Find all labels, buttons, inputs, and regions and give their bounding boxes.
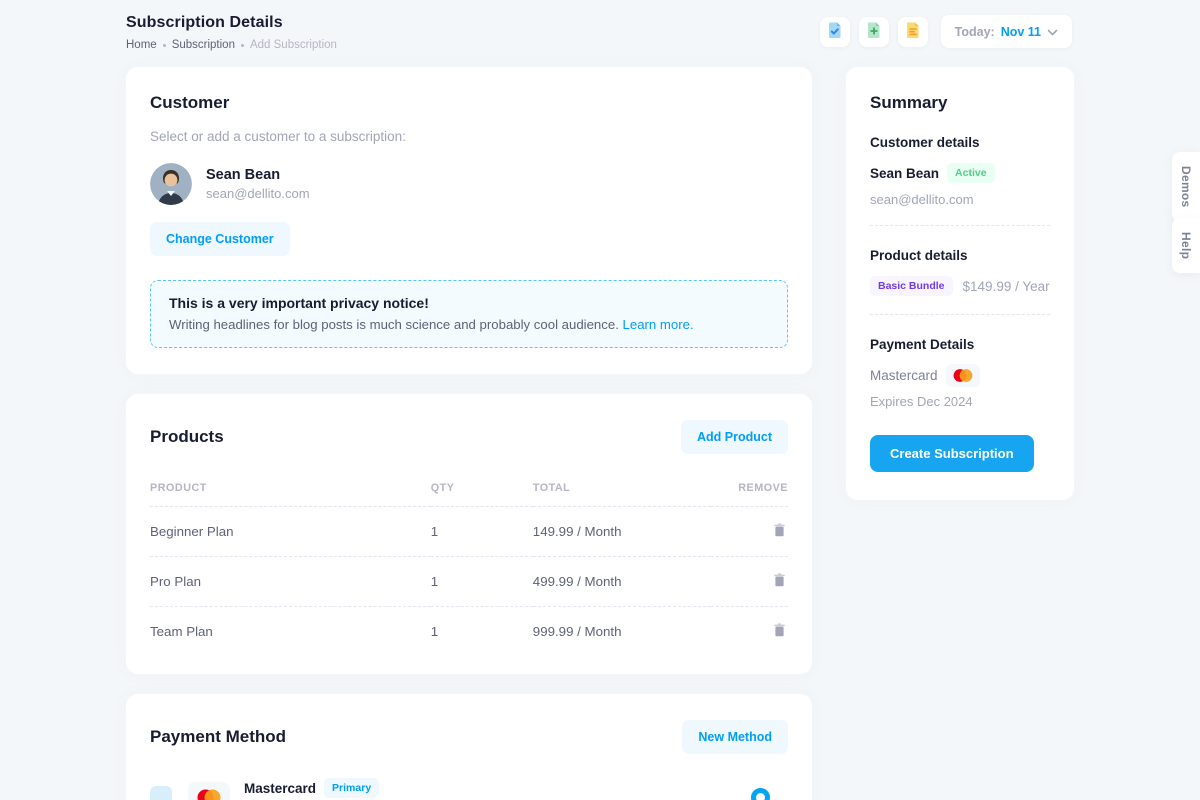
separator [870, 225, 1050, 226]
remove-product-button[interactable] [771, 571, 788, 592]
customer-email: sean@dellito.com [206, 186, 310, 201]
products-card: Products Add Product PRODUCT QTY TOTAL R… [126, 394, 812, 674]
products-table: PRODUCT QTY TOTAL REMOVE Beginner Plan 1… [150, 468, 788, 648]
header-toolbar: Today: Nov 11 [819, 15, 1072, 48]
privacy-notice-text: Writing headlines for blog posts is much… [169, 317, 619, 332]
customer-identity: Sean Bean sean@dellito.com [206, 167, 310, 201]
trash-icon [773, 623, 786, 640]
summary-column: Summary Customer details Sean Bean Activ… [846, 67, 1074, 500]
payment-method-radio[interactable] [751, 787, 770, 800]
table-row: Team Plan 1 999.99 / Month [150, 607, 788, 649]
file-lines-icon [904, 21, 922, 42]
primary-badge: Primary [324, 778, 380, 798]
product-name-cell: Beginner Plan [150, 506, 431, 557]
trash-icon [773, 523, 786, 540]
table-row: Beginner Plan 1 149.99 / Month [150, 506, 788, 557]
customer-name: Sean Bean [206, 167, 281, 183]
mastercard-icon [945, 364, 980, 387]
status-badge: Active [947, 163, 995, 183]
table-row: Pro Plan 1 499.99 / Month [150, 556, 788, 607]
products-card-title: Products [150, 427, 224, 446]
column-header-product: PRODUCT [150, 468, 431, 507]
breadcrumb-subscription[interactable]: Subscription [171, 39, 235, 51]
product-total-cell: 999.99 / Month [532, 624, 622, 639]
column-header-remove: REMOVE [711, 468, 788, 507]
summary-product-title: Product details [870, 248, 968, 263]
file-lines-button[interactable] [897, 16, 928, 47]
summary-card-brand: Mastercard [870, 368, 938, 383]
remove-product-button[interactable] [771, 521, 788, 542]
column-header-qty: QTY [430, 468, 533, 507]
privacy-notice: This is a very important privacy notice!… [150, 280, 788, 348]
summary-card-expiry: Expires Dec 2024 [870, 394, 973, 409]
file-check-button[interactable] [819, 16, 850, 47]
breadcrumb-separator-dot [240, 43, 244, 47]
summary-payment-title: Payment Details [870, 337, 975, 352]
help-edge-tab[interactable]: Help [1172, 218, 1200, 274]
summary-card: Summary Customer details Sean Bean Activ… [846, 67, 1074, 500]
page-title: Subscription Details [126, 14, 283, 31]
payment-method-row: Mastercard Primary Expires Dec 2024 [150, 778, 788, 800]
header-titles: Subscription Details Home Subscription A… [126, 14, 337, 51]
product-price: $149.99 / Year [962, 278, 1050, 294]
card-brand: Mastercard [244, 780, 317, 796]
payment-card-header: Payment Method New Method [150, 720, 788, 754]
remove-product-button[interactable] [771, 621, 788, 642]
product-name-cell: Pro Plan [150, 556, 431, 607]
file-plus-button[interactable] [858, 16, 889, 47]
mastercard-icon [188, 782, 230, 800]
product-qty-cell: 1 [430, 506, 533, 557]
summary-customer-title: Customer details [870, 135, 980, 150]
privacy-notice-body: Writing headlines for blog posts is much… [169, 317, 769, 332]
payment-card-title: Payment Method [150, 727, 287, 746]
customer-card: Customer Select or add a customer to a s… [126, 67, 812, 374]
products-table-header-row: PRODUCT QTY TOTAL REMOVE [150, 468, 788, 507]
date-picker-button[interactable]: Today: Nov 11 [940, 15, 1072, 48]
customer-card-title: Customer [150, 93, 230, 112]
selected-customer: Sean Bean sean@dellito.com [150, 163, 788, 205]
summary-title: Summary [870, 93, 948, 112]
summary-customer-name: Sean Bean [870, 165, 940, 181]
page-content: Customer Select or add a customer to a s… [0, 51, 1200, 800]
payment-method-meta: Mastercard Primary Expires Dec 2024 [244, 778, 380, 800]
product-qty-cell: 1 [430, 624, 439, 639]
trash-icon [773, 573, 786, 590]
new-method-button[interactable]: New Method [682, 720, 788, 754]
column-header-total: TOTAL [532, 468, 712, 507]
summary-product-section: Product details Basic Bundle $149.99 / Y… [870, 248, 1050, 315]
summary-customer-email: sean@dellito.com [870, 192, 974, 207]
product-qty-cell: 1 [430, 556, 533, 607]
products-card-header: Products Add Product [150, 420, 788, 454]
summary-payment-section: Payment Details Mastercard Expires Dec 2… [870, 337, 1050, 409]
create-subscription-button[interactable]: Create Subscription [870, 435, 1034, 472]
learn-more-link[interactable]: Learn more. [622, 317, 694, 332]
chevron-down-icon [1047, 25, 1058, 39]
customer-card-subtitle: Select or add a customer to a subscripti… [150, 129, 406, 144]
collapse-method-button[interactable] [150, 786, 172, 800]
breadcrumb-home[interactable]: Home [126, 39, 157, 51]
product-badge: Basic Bundle [870, 276, 953, 296]
breadcrumb: Home Subscription Add Subscription [126, 39, 337, 51]
page-header: Subscription Details Home Subscription A… [0, 0, 1200, 51]
privacy-notice-title: This is a very important privacy notice! [169, 295, 429, 311]
payment-method-card: Payment Method New Method Mastercard Pri… [126, 694, 812, 800]
product-total-cell: 499.99 / Month [532, 556, 712, 607]
product-name-cell: Team Plan [150, 624, 213, 639]
separator [870, 314, 1050, 315]
minus-icon [156, 790, 166, 800]
main-column: Customer Select or add a customer to a s… [126, 67, 812, 800]
product-total-cell: 149.99 / Month [532, 506, 712, 557]
today-label: Today: [954, 24, 995, 39]
breadcrumb-separator-dot [162, 43, 166, 47]
today-value: Nov 11 [1000, 24, 1041, 39]
breadcrumb-add-subscription: Add Subscription [249, 39, 337, 51]
avatar [150, 163, 192, 205]
file-check-icon [826, 21, 844, 42]
demos-edge-tab[interactable]: Demos [1172, 152, 1200, 222]
file-plus-icon [865, 21, 883, 42]
add-product-button[interactable]: Add Product [681, 420, 788, 454]
summary-customer-section: Customer details Sean Bean Active sean@d… [870, 135, 1050, 226]
change-customer-button[interactable]: Change Customer [150, 222, 290, 256]
